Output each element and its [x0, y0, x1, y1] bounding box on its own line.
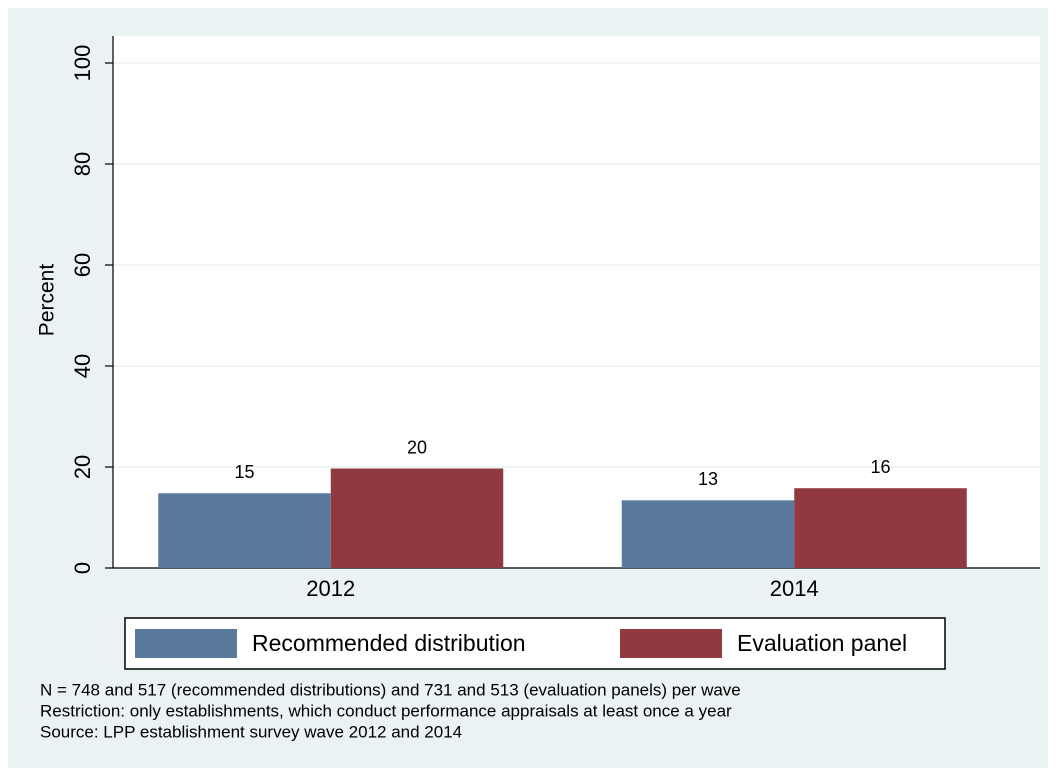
- y-tick-label: 0: [70, 562, 95, 574]
- legend-swatch: [620, 629, 722, 658]
- data-label: 15: [234, 462, 254, 482]
- data-label: 16: [870, 457, 890, 477]
- plot-area: [113, 36, 1040, 568]
- bar: [158, 493, 331, 568]
- note: Source: LPP establishment survey wave 20…: [40, 722, 462, 741]
- y-tick-label: 40: [70, 354, 95, 378]
- bar: [794, 488, 967, 568]
- data-label: 13: [698, 469, 718, 489]
- y-tick-label: 80: [70, 152, 95, 176]
- legend-swatch: [135, 629, 237, 658]
- note: N = 748 and 517 (recommended distributio…: [40, 680, 741, 699]
- data-label: 20: [407, 437, 427, 457]
- x-tick-label: 2012: [306, 576, 355, 601]
- bar: [621, 500, 795, 568]
- legend-label: Evaluation panel: [737, 630, 907, 656]
- legend-label: Recommended distribution: [252, 630, 526, 656]
- y-tick-label: 20: [70, 455, 95, 479]
- bar: [330, 468, 504, 568]
- y-axis-title: Percent: [36, 264, 59, 337]
- note: Restriction: only establishments, which …: [40, 701, 732, 720]
- legend: [124, 617, 946, 670]
- x-tick-label: 2014: [770, 576, 819, 601]
- y-tick-label: 60: [70, 253, 95, 277]
- y-tick-label: 100: [70, 45, 95, 82]
